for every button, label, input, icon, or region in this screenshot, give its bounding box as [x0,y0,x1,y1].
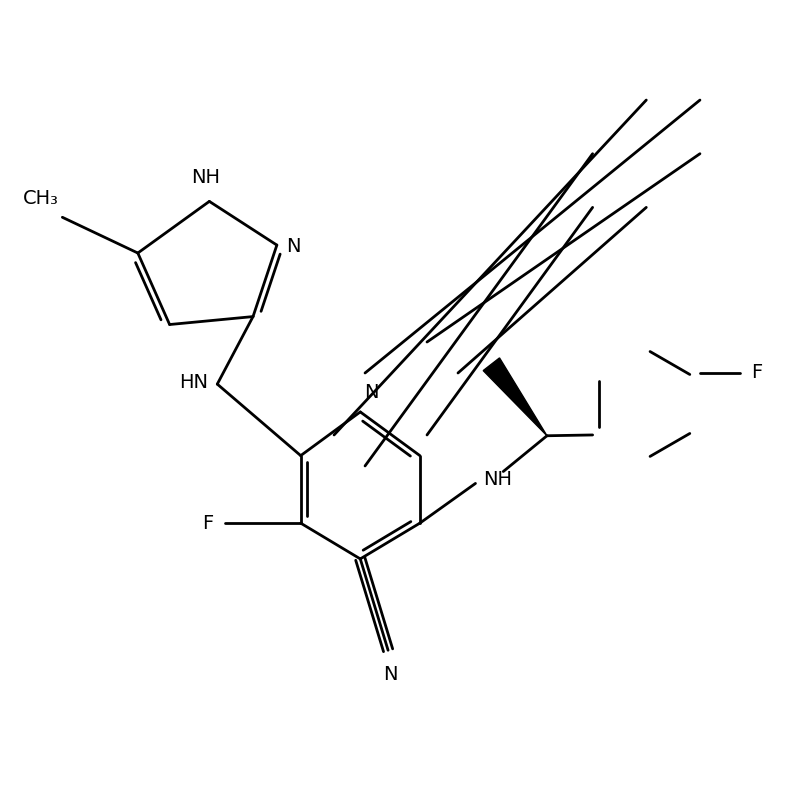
Text: NH: NH [191,168,220,187]
Polygon shape [483,358,547,436]
Text: N: N [364,383,378,402]
Text: F: F [202,514,214,533]
Text: CH₃: CH₃ [22,189,58,208]
Text: HN: HN [178,373,208,392]
Text: F: F [751,363,763,382]
Text: N: N [286,237,301,256]
Text: N: N [383,665,398,683]
Text: NH: NH [483,470,513,489]
